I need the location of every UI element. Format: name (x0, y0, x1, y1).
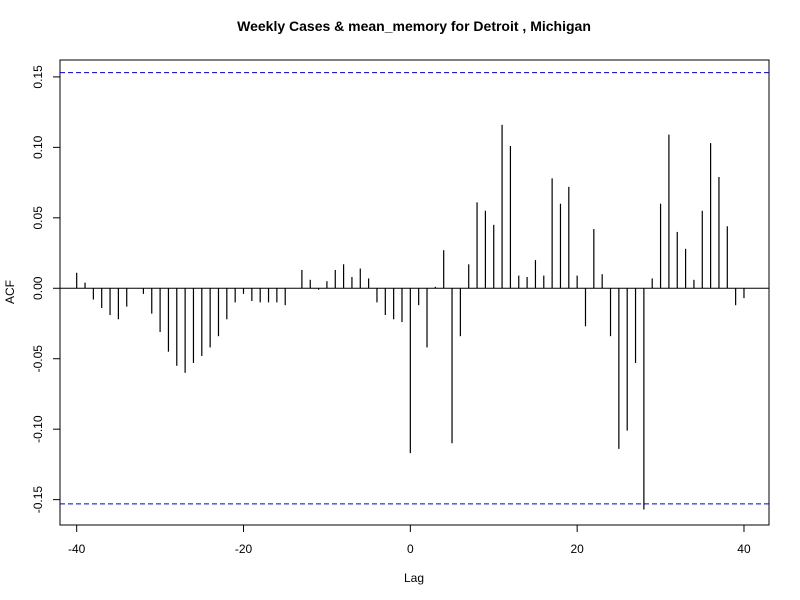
x-axis-label: Lag (404, 571, 424, 585)
x-tick-label: 40 (737, 542, 751, 556)
y-tick-label: 0.10 (31, 135, 45, 159)
x-axis: -40 -20 0 20 40 (68, 525, 751, 556)
plot-frame (59, 59, 770, 526)
acf-bars (76, 124, 745, 510)
y-axis: -0.15 -0.10 -0.05 0.00 0.05 0.10 0.15 (31, 65, 60, 513)
x-tick-label: 0 (407, 542, 414, 556)
x-tick-label: 20 (570, 542, 584, 556)
confidence-lines (60, 72, 769, 505)
y-tick-label: -0.15 (31, 486, 45, 514)
y-tick-label: -0.10 (31, 415, 45, 443)
y-tick-label: -0.05 (31, 345, 45, 373)
y-axis-label: ACF (3, 280, 17, 304)
x-tick-label: -20 (235, 542, 253, 556)
y-tick-label: 0.15 (31, 65, 45, 89)
chart-title: Weekly Cases & mean_memory for Detroit ,… (237, 18, 591, 34)
y-tick-label: 0.00 (31, 276, 45, 300)
y-tick-label: 0.05 (31, 206, 45, 230)
x-tick-label: -40 (68, 542, 86, 556)
